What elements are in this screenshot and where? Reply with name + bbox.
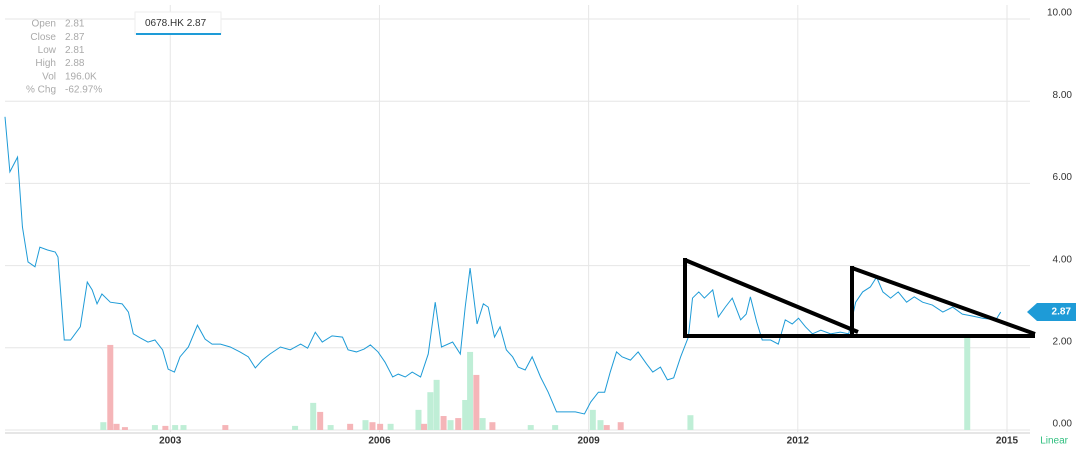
info-label: % Chg: [26, 85, 56, 96]
info-value: 2.81: [65, 45, 85, 56]
y-tick-label: 4.00: [1053, 254, 1073, 265]
legend-name: 0678.HK: [145, 18, 184, 29]
volume-bar: [473, 374, 480, 430]
volume-bar: [597, 420, 604, 430]
volume-bar: [151, 425, 158, 430]
volume-bar: [589, 409, 596, 430]
volume-bar: [527, 425, 534, 430]
volume-bar: [687, 415, 694, 430]
scale-label[interactable]: Linear: [1040, 436, 1068, 447]
volume-bar: [180, 425, 187, 430]
info-label: Vol: [42, 71, 56, 82]
volume-bar: [369, 422, 376, 430]
y-tick-label: 0.00: [1053, 419, 1073, 430]
info-label: Open: [32, 19, 56, 30]
legend-entry[interactable]: 0678.HK 2.87: [145, 18, 207, 29]
volume-bar: [964, 335, 971, 430]
triangle-one-hypotenuse: [684, 258, 859, 334]
volume-bar: [172, 425, 179, 430]
volume-bar: [113, 423, 120, 430]
volume-bar: [427, 392, 434, 430]
info-label: Low: [38, 45, 57, 56]
volume-bar: [552, 425, 559, 430]
volume-bar: [121, 427, 128, 430]
triangle-two: [850, 266, 1035, 338]
y-tick-label: 8.00: [1053, 90, 1073, 101]
volume-bar: [107, 344, 114, 430]
volume-bar: [447, 420, 454, 430]
volume-bar: [362, 420, 369, 430]
triangle-one: [683, 258, 865, 338]
volume-bar: [479, 418, 486, 430]
y-tick-label: 2.00: [1053, 336, 1073, 347]
x-tick-label: 2015: [996, 436, 1019, 447]
info-value: 196.0K: [65, 71, 97, 82]
price-tag: [1027, 303, 1076, 322]
price-tag-label: 2.87: [1052, 307, 1072, 318]
legend-value: 2.87: [187, 18, 207, 29]
volume-bar: [415, 409, 422, 430]
volume-bar: [317, 411, 324, 430]
volume-bar: [603, 425, 610, 430]
marks: [4, 5, 1030, 433]
info-value: 2.81: [65, 19, 85, 30]
volume-bar: [433, 379, 440, 430]
volume-bar: [327, 425, 334, 430]
volume-bar: [489, 422, 496, 430]
annotation-triangles: [683, 258, 1036, 338]
x-tick-label: 2012: [787, 436, 810, 447]
info-value: 2.87: [65, 32, 85, 43]
volume-bar: [310, 402, 317, 430]
price-line: [4, 116, 1002, 415]
y-tick-label: 6.00: [1053, 172, 1073, 183]
volume-bar: [455, 418, 462, 430]
x-tick-label: 2009: [577, 436, 600, 447]
volume-bar: [347, 423, 354, 430]
volume-bar: [387, 423, 394, 430]
info-value: -62.97%: [65, 85, 102, 96]
volume-bar: [440, 416, 447, 430]
volume-bar: [162, 425, 169, 430]
info-value: 2.88: [65, 58, 85, 69]
y-tick-label: 10.00: [1047, 8, 1072, 19]
x-tick-label: 2006: [368, 436, 391, 447]
volume-bar: [100, 422, 107, 430]
volume-bar: [462, 399, 469, 430]
volume-bar: [377, 423, 384, 430]
x-tick-label: 2003: [159, 436, 182, 447]
info-label: High: [35, 58, 56, 69]
volume-bar: [467, 351, 474, 430]
volume-bar: [292, 425, 299, 430]
triangle-two-hypotenuse: [851, 266, 1036, 336]
volume-bar: [222, 425, 229, 430]
volume-bar: [421, 423, 428, 430]
volume-bar: [617, 422, 624, 430]
info-label: Close: [30, 32, 56, 43]
